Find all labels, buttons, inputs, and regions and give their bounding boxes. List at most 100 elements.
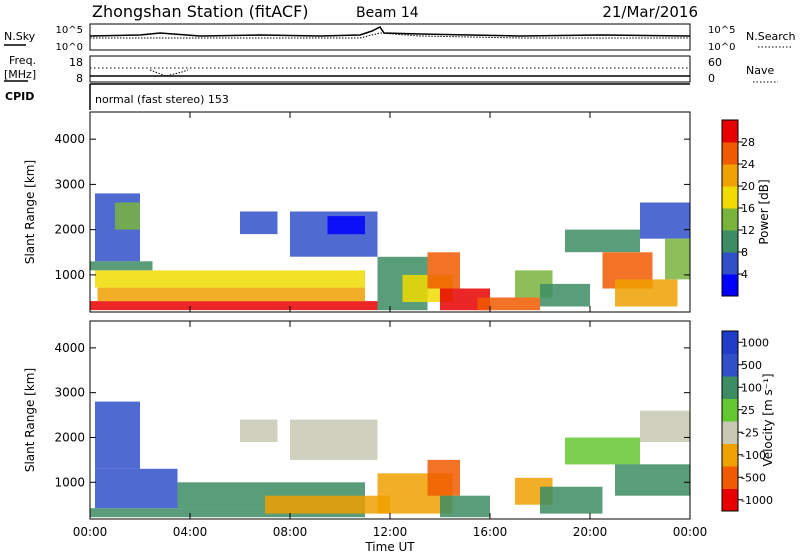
freq-panel-frame [89,55,691,83]
power-patch-20 [665,238,690,280]
noise-tick-left-bottom: 10^0 [56,42,83,53]
velocity-xtick-label-0: 00:00 [73,525,108,539]
power-patch-3 [90,261,153,271]
velocity-patch-12 [565,437,640,465]
power-patch-11 [427,252,460,289]
power-colorbar-tick-label-5: 24 [741,158,755,171]
power-colorbar-segment-5 [722,164,738,187]
velocity-xtick-label-3: 12:00 [373,525,408,539]
power-colorbar-label: Power [dB] [757,179,771,244]
velocity-patch-3 [265,495,390,514]
power-ylabel: Slant Range [km] [23,160,37,264]
velocity-ytick-label-3: 4000 [54,341,85,355]
velocity-colorbar-segment-2 [722,443,738,467]
velocity-colorbar-tick-label-7: 1000 [741,336,769,349]
beam-label: Beam 14 [356,5,419,21]
power-patch-1 [97,287,365,302]
velocity-colorbar: -1000 -500 -100 -25 25 100 500 1000 [721,330,773,512]
noise-panel-frame [89,23,691,51]
velocity-patch-14 [640,410,690,442]
velocity-ytick-label-1: 2000 [54,430,85,444]
freq-left-label-1: Freq. [9,54,36,67]
power-colorbar-segment-4 [722,186,738,209]
power-colorbar-tick-label-6: 28 [741,136,755,149]
velocity-colorbar-tick-label-4: 25 [741,404,755,417]
noise-right-label: N.Search [746,30,796,43]
power-colorbar: 4 8 12 16 20 24 28 [721,119,755,297]
x-axis-label: Time UT [364,540,415,554]
power-x-axis [89,112,691,312]
noise-tick-left-top: 10^5 [56,25,83,36]
velocity-colorbar-label: Velocity [m s⁻¹] [761,373,775,466]
velocity-patch-1 [95,468,178,509]
power-patch-15 [540,283,590,307]
velocity-colorbar-tick-label-2: -100 [741,449,766,462]
power-patch-5 [115,202,140,230]
power-patch-0 [90,301,378,311]
velocity-xtick-label-5: 20:00 [573,525,608,539]
power-colorbar-segment-0 [722,274,738,297]
power-patch-13 [477,297,540,311]
velocity-colorbar-tick-label-1: -500 [741,471,766,484]
power-colorbar-segment-6 [722,142,738,165]
freq-tick-right-top: 60 [708,56,722,69]
power-patch-19 [640,202,690,239]
velocity-patch-8 [427,459,460,496]
power-colorbar-tick-label-0: 4 [741,268,748,281]
power-ytick-label-0: 1000 [54,268,85,282]
power-patch-16 [565,229,640,253]
velocity-patch-4 [95,401,140,469]
power-ytick-label-3: 4000 [54,132,85,146]
freq-right-label: Nave [746,64,774,77]
power-colorbar-tick-label-2: 12 [741,224,755,237]
power-colorbar-segment-3 [722,208,738,231]
power-colorbar-tick-label-1: 8 [741,246,748,259]
velocity-xtick-label-4: 16:00 [473,525,508,539]
velocity-colorbar-tick-label-6: 500 [741,359,762,372]
power-colorbar-tick-label-4: 20 [741,180,755,193]
power-patch-2 [95,270,365,288]
velocity-xtick-label-6: 00:00 [673,525,708,539]
velocity-y-axis: 1000 2000 3000 4000 [54,341,690,489]
velocity-panel: 1000 2000 3000 4000 00:00 04:00 08:00 12:00 16:… [23,320,775,539]
velocity-ytick-label-2: 3000 [54,386,85,400]
velocity-colorbar-tick-label-3: -25 [741,426,759,439]
velocity-ylabel: Slant Range [km] [23,368,37,472]
date-label: 21/Mar/2016 [602,3,698,21]
power-colorbar-tick-label-3: 16 [741,202,755,215]
velocity-patch-13 [615,464,690,496]
power-colorbar-segment-1 [722,252,738,275]
freq-tick-left-bottom: 8 [76,72,83,85]
power-y-axis: 1000 2000 3000 4000 [54,132,690,282]
velocity-colorbar-segment-7 [722,331,738,354]
power-heatmap [90,193,690,311]
power-colorbar-segment-7 [722,120,738,143]
power-ytick-label-1: 2000 [54,223,85,237]
velocity-patch-6 [290,419,378,460]
noise-tick-right-top: 10^5 [708,25,735,36]
cpid-text: normal (fast stereo) 153 [95,93,229,106]
freq-tick-left-top: 18 [69,56,83,69]
velocity-patch-0 [90,508,365,518]
freq-left-label-2: [MHz] [4,68,36,81]
noise-tick-right-bottom: 10^0 [708,42,735,53]
velocity-patch-5 [240,419,278,442]
velocity-colorbar-tick-label-5: 100 [741,381,762,394]
velocity-heatmap [90,401,690,518]
freq-tick-right-bottom: 0 [708,72,715,85]
noise-sky-trace [89,26,691,37]
velocity-xtick-label-1: 04:00 [173,525,208,539]
noise-left-label: N.Sky [4,30,36,43]
power-panel: 1000 2000 3000 4000 Slant Range [km] 4 8 12 16… [23,111,771,313]
velocity-colorbar-tick-label-0: -1000 [741,494,773,507]
velocity-patch-9 [440,495,490,518]
velocity-colorbar-frame [721,330,739,512]
power-patch-6 [240,211,278,235]
velocity-colorbar-segment-5 [722,376,738,399]
velocity-x-axis: 00:00 04:00 08:00 12:00 16:00 20:00 00:00 [73,321,708,539]
nave-dip [149,69,189,77]
power-ytick-label-2: 3000 [54,177,85,191]
chart-title: Zhongshan Station (fitACF) [92,2,309,21]
velocity-colorbar-segment-3 [722,421,738,444]
